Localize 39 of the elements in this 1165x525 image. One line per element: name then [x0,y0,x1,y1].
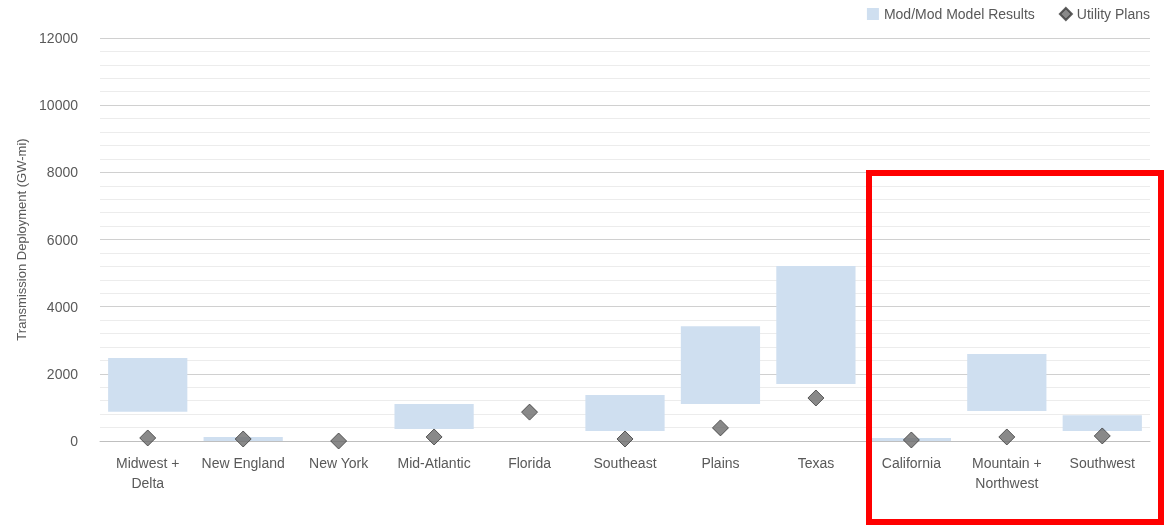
point [616,430,634,448]
y-tick-label: 4000 [46,298,79,315]
x-tick-label: New York [309,455,370,471]
y-tick-label: 0 [70,433,79,449]
x-tick-label: New England [201,455,285,471]
bar [108,358,188,412]
point [902,431,920,449]
x-tick-label: Mid-Atlantic [397,455,471,471]
x-tick-label: Plains [701,455,740,471]
point [330,432,348,450]
point [425,428,443,446]
x-tick-label: Florida [508,455,552,471]
y-tick-label: 6000 [46,231,79,248]
legend-label: Utility Plans [1076,6,1151,22]
bar [394,404,474,429]
point [139,429,157,447]
legend-label: Mod/Mod Model Results [883,6,1035,22]
y-tick-label: 12000 [39,30,79,46]
bar [776,266,856,384]
point [1093,427,1111,445]
point [711,419,729,437]
bar [1062,415,1142,431]
y-tick-label: 10000 [39,97,79,114]
bar [680,326,761,405]
x-tick-label: Mountain + Northwest [971,455,1042,491]
bar [967,354,1047,412]
bar [585,394,665,431]
y-tick-label: 8000 [46,164,79,181]
point [998,428,1016,446]
x-tick-label: Southwest [1069,455,1136,471]
y-tick-label: 2000 [46,365,79,382]
x-tick-label: Texas [797,455,835,471]
y-axis-title: Transmission Deployment (GW-mi) [14,138,30,341]
point [521,403,539,421]
x-tick-label: Midwest + Delta [116,455,180,491]
point [234,430,252,448]
x-tick-label: California [881,455,942,471]
x-tick-label: Southeast [593,455,657,471]
point [807,389,825,407]
